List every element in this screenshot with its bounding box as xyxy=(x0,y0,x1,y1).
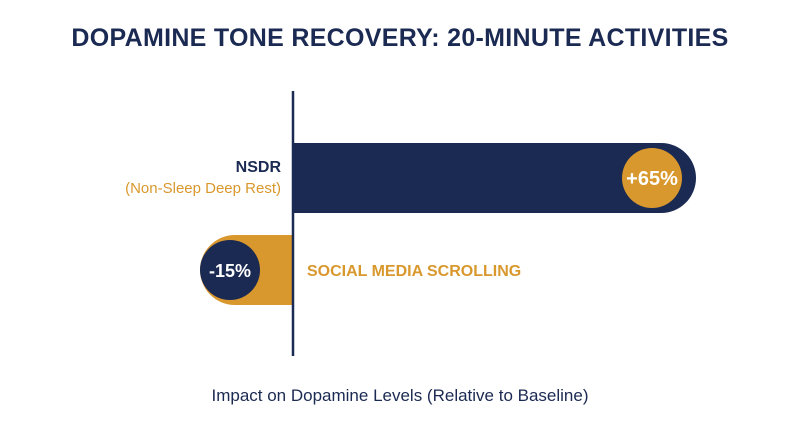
bar-1 xyxy=(293,143,696,213)
value-badge-1 xyxy=(622,148,682,208)
value-badge-2 xyxy=(200,240,260,300)
chart-title: DOPAMINE TONE RECOVERY: 20-MINUTE ACTIVI… xyxy=(71,24,729,52)
category-sublabel-1: (Non-Sleep Deep Rest) xyxy=(125,180,281,197)
category-label-1: NSDR xyxy=(236,159,282,176)
data-label-1: +65% xyxy=(626,168,678,190)
data-label-2: -15% xyxy=(209,261,251,281)
x-axis-label: Impact on Dopamine Levels (Relative to B… xyxy=(211,386,589,405)
category-label-2: SOCIAL MEDIA SCROLLING xyxy=(307,263,521,280)
